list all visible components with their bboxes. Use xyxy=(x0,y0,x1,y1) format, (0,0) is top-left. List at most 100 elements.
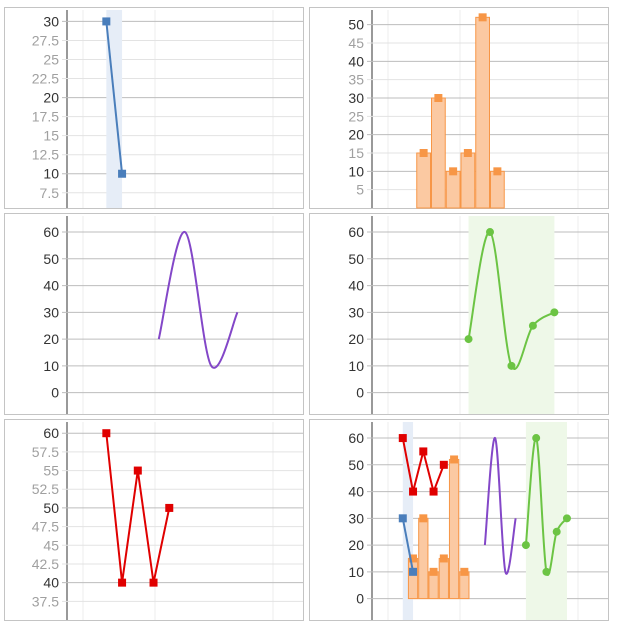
series-line xyxy=(105,21,124,174)
y-tick-label: 45 xyxy=(43,537,59,553)
gridlines xyxy=(62,216,303,414)
data-point xyxy=(149,578,158,587)
chart-panel-3: 0 10 20 30 40 50 60 xyxy=(4,213,304,415)
data-point xyxy=(562,514,571,523)
series-line xyxy=(157,231,239,369)
data-point xyxy=(102,429,111,438)
y-tick-label: 47.5 xyxy=(32,519,59,535)
chart-panel-2: 5 10 15 20 25 30 35 40 45 50 xyxy=(309,7,609,209)
bar xyxy=(431,97,446,209)
data-point xyxy=(102,17,111,26)
data-point xyxy=(165,503,174,512)
bar-marker xyxy=(439,554,448,563)
bar-marker xyxy=(493,167,502,176)
y-tick-label: 55 xyxy=(43,463,59,479)
y-tick-label: 50 xyxy=(348,251,364,267)
data-point xyxy=(409,567,418,576)
y-tick-label: 10 xyxy=(348,163,364,179)
y-tick-label: 50 xyxy=(348,457,364,473)
y-tick-label: 40 xyxy=(348,484,364,500)
chart-panel-1: 7.5 10 12.5 15 17.5 20 22.5 25 27.5 30 xyxy=(4,7,304,209)
data-point xyxy=(464,335,473,344)
y-tick-label: 30 xyxy=(348,90,364,106)
y-tick-label: 57.5 xyxy=(32,444,59,460)
series-line xyxy=(483,437,517,575)
data-point xyxy=(486,228,494,237)
bar xyxy=(428,571,439,600)
data-point xyxy=(552,527,561,536)
chart-panel-6: 0 10 20 30 40 50 60 xyxy=(309,419,609,621)
bar-marker xyxy=(450,455,459,464)
y-tick-label: 0 xyxy=(356,385,364,401)
bar xyxy=(445,170,461,209)
bar xyxy=(416,152,431,209)
bar xyxy=(418,517,429,600)
data-point xyxy=(133,466,142,475)
y-tick-label: 25 xyxy=(348,108,364,124)
y-tick-label: 22.5 xyxy=(32,71,59,87)
y-tick-label: 60 xyxy=(348,430,364,446)
data-point xyxy=(429,487,438,496)
y-tick-label: 42.5 xyxy=(32,556,59,572)
bar-marker xyxy=(429,567,438,576)
y-tick-label: 60 xyxy=(348,224,364,240)
y-tick-label: 10 xyxy=(348,358,364,374)
y-tick-label: 50 xyxy=(43,251,59,267)
y-axis: 0 10 20 30 40 50 60 xyxy=(348,430,364,607)
y-tick-label: 30 xyxy=(43,13,59,29)
y-tick-label: 20 xyxy=(348,331,364,347)
data-point xyxy=(419,447,428,456)
y-tick-label: 20 xyxy=(348,537,364,553)
y-tick-label: 20 xyxy=(43,90,59,106)
y-tick-label: 30 xyxy=(348,304,364,320)
bar-marker xyxy=(449,167,458,176)
gridlines xyxy=(62,422,303,620)
chart-p3-svg: 0 10 20 30 40 50 60 xyxy=(43,216,303,414)
data-point xyxy=(550,308,559,317)
data-point xyxy=(521,541,530,550)
bar-marker xyxy=(419,149,428,157)
y-tick-label: 0 xyxy=(356,591,364,607)
y-tick-label: 10 xyxy=(348,564,364,580)
highlight-band xyxy=(468,216,555,414)
bar-marker xyxy=(419,514,428,523)
chart-p6-svg: 0 10 20 30 40 50 60 xyxy=(348,422,608,620)
data-point xyxy=(532,434,541,443)
bar-marker xyxy=(434,94,443,102)
chart-p5-svg: 37.5 40 42.5 45 47.5 50 52.5 55 57.5 60 xyxy=(32,422,303,620)
y-tick-label: 40 xyxy=(43,278,59,294)
y-tick-label: 25 xyxy=(43,52,59,68)
y-tick-label: 10 xyxy=(43,166,59,182)
y-tick-label: 30 xyxy=(348,510,364,526)
series-line xyxy=(401,518,415,573)
y-tick-label: 40 xyxy=(348,53,364,69)
y-tick-label: 10 xyxy=(43,358,59,374)
y-tick-label: 60 xyxy=(43,425,59,441)
y-tick-label: 45 xyxy=(348,35,364,51)
y-tick-label: 7.5 xyxy=(40,185,60,201)
highlight-band xyxy=(525,422,567,620)
bar-marker xyxy=(478,13,487,22)
y-tick-label: 52.5 xyxy=(32,481,59,497)
y-tick-label: 35 xyxy=(348,72,364,88)
y-tick-label: 15 xyxy=(43,128,59,144)
y-tick-label: 17.5 xyxy=(32,109,59,125)
chart-p1-svg: 7.5 10 12.5 15 17.5 20 22.5 25 27.5 30 xyxy=(32,10,303,208)
data-point xyxy=(398,434,407,443)
chart-p4-svg: 0 10 20 30 40 50 60 xyxy=(348,216,608,414)
y-tick-label: 20 xyxy=(43,331,59,347)
series-line xyxy=(467,231,555,370)
chart-panel-4: 0 10 20 30 40 50 60 xyxy=(309,213,609,415)
y-tick-label: 30 xyxy=(43,304,59,320)
data-point xyxy=(118,578,127,587)
bar xyxy=(459,571,470,600)
y-tick-label: 40 xyxy=(43,575,59,591)
y-tick-label: 60 xyxy=(43,224,59,240)
y-tick-label: 40 xyxy=(348,278,364,294)
bar-marker xyxy=(409,554,418,563)
y-tick-label: 50 xyxy=(43,500,59,516)
data-point xyxy=(409,487,418,496)
data-point xyxy=(398,514,407,523)
chart-p2-svg: 5 10 15 20 25 30 35 40 45 50 xyxy=(348,10,608,209)
y-tick-label: 50 xyxy=(348,17,364,33)
